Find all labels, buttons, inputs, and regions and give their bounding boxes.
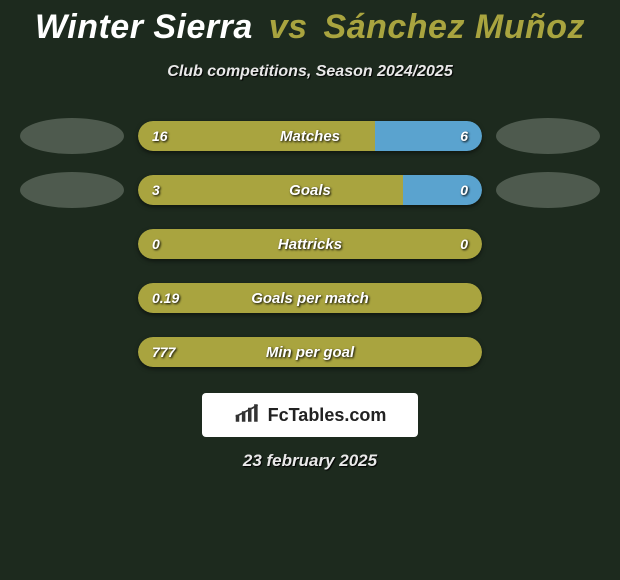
bar-segment-left xyxy=(138,121,375,151)
player-right-avatar xyxy=(496,172,600,208)
bar-segment-left xyxy=(138,283,482,313)
player-right-avatar xyxy=(496,118,600,154)
subtitle: Club competitions, Season 2024/2025 xyxy=(0,63,620,81)
bar-chart-icon xyxy=(234,401,262,430)
bar-segment-right xyxy=(375,121,482,151)
comparison-title: Winter Sierra vs Sánchez Muñoz xyxy=(0,0,620,47)
player-left-name: Winter Sierra xyxy=(35,8,253,46)
brand-text: FcTables.com xyxy=(268,405,387,426)
bar-segment-right xyxy=(403,175,482,205)
compare-bar: 00Hattricks xyxy=(138,229,482,259)
compare-row: 166Matches xyxy=(0,109,620,163)
compare-bar: 777Min per goal xyxy=(138,337,482,367)
compare-row: 00Hattricks xyxy=(0,217,620,271)
compare-bar: 0.19Goals per match xyxy=(138,283,482,313)
compare-bar: 30Goals xyxy=(138,175,482,205)
compare-row: 30Goals xyxy=(0,163,620,217)
date-text: 23 february 2025 xyxy=(0,451,620,471)
compare-bar: 166Matches xyxy=(138,121,482,151)
brand-badge: FcTables.com xyxy=(202,393,418,437)
player-left-avatar xyxy=(20,118,124,154)
bar-segment-left xyxy=(138,337,482,367)
player-right-name: Sánchez Muñoz xyxy=(324,8,586,46)
compare-row: 777Min per goal xyxy=(0,325,620,379)
compare-row: 0.19Goals per match xyxy=(0,271,620,325)
bar-segment-left xyxy=(138,229,482,259)
player-left-avatar xyxy=(20,172,124,208)
vs-text: vs xyxy=(269,8,308,46)
bar-segment-left xyxy=(138,175,403,205)
comparison-rows: 166Matches 30Goals 00Hattricks 0.19Goals pe… xyxy=(0,109,620,379)
